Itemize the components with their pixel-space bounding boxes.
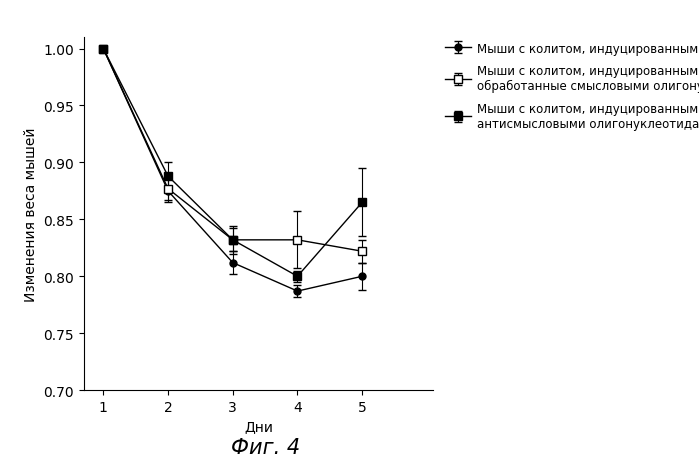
X-axis label: Дни: Дни — [244, 419, 273, 434]
Legend: Мыши с колитом, индуцированным TNBS, Мыши с колитом, индуцированным TNBS, и
обра: Мыши с колитом, индуцированным TNBS, Мыш… — [440, 38, 699, 135]
Text: Фиг. 4: Фиг. 4 — [231, 437, 300, 457]
Y-axis label: Изменения веса мышей: Изменения веса мышей — [24, 127, 38, 301]
